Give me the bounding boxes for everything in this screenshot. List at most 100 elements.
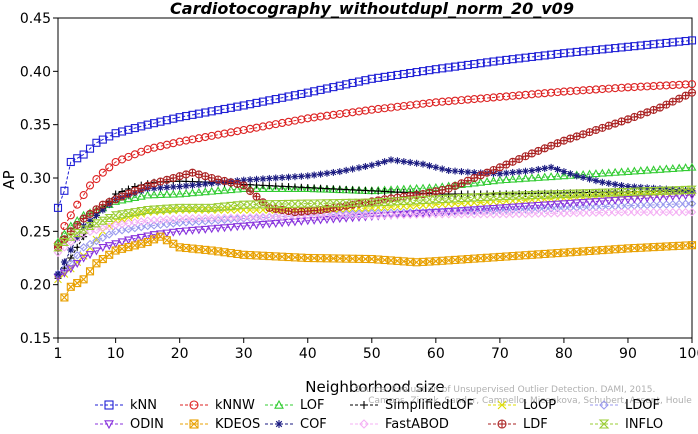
data-point [117,238,127,247]
data-point [463,255,472,264]
data-point [188,110,197,119]
chart-title: Cardiotocography_withoutdupl_norm_20_v09 [170,0,574,18]
data-point [586,175,594,183]
data-point [502,205,511,215]
legend-label: KDEOS [215,417,260,432]
data-point [514,191,524,200]
data-point [252,192,261,201]
data-point [572,247,581,256]
x-tick-label: 50 [363,346,381,362]
data-point [540,249,549,258]
data-point [585,85,594,94]
data-point [194,213,204,223]
data-point [623,244,633,253]
data-point [156,215,165,225]
legend-item-cof: COF [265,417,327,432]
data-point [687,199,697,208]
data-point [509,168,517,176]
data-point [374,187,382,195]
data-point [310,254,319,263]
data-point [246,187,255,196]
series-line [57,191,693,280]
data-point [233,179,242,189]
data-point [111,129,120,138]
data-point [168,228,178,237]
data-point [380,212,390,221]
data-point [668,81,677,90]
data-point [79,150,88,159]
data-point [508,203,518,212]
data-point [623,166,633,175]
legend-label: LOF [300,398,325,413]
data-point [610,188,620,197]
data-point [534,52,543,61]
data-point [283,199,294,208]
data-point [418,67,428,76]
series-inflo [53,185,697,252]
data-point [451,190,459,198]
data-point [156,190,165,198]
data-point [360,198,371,207]
data-point [400,158,408,166]
data-point [341,198,352,208]
data-point [599,400,609,410]
data-point [399,210,409,220]
data-point [559,87,568,96]
data-point [636,166,646,175]
data-point [546,190,556,199]
data-point [329,210,338,219]
data-point [316,254,325,263]
data-point [189,400,199,410]
data-point [463,60,472,69]
data-point [274,399,284,409]
data-point [655,39,665,48]
data-point [162,204,172,213]
data-point [111,240,121,249]
data-point [547,50,556,59]
data-point [431,98,440,107]
data-point [181,218,191,227]
data-point [412,258,421,267]
data-point [252,221,261,230]
data-point [457,168,465,176]
data-point [617,43,626,52]
data-point [476,94,485,103]
data-point [79,275,88,284]
data-point [553,49,562,58]
data-point [578,208,588,218]
data-point [258,200,268,209]
data-point [649,207,658,217]
data-point [297,172,305,180]
data-point [534,209,543,218]
data-point [450,194,460,203]
data-point [668,163,678,172]
data-point [290,253,299,262]
data-point [515,251,524,260]
legend-item-kdeos: KDEOS [180,417,260,432]
data-point [60,186,69,195]
data-point [98,216,108,225]
data-point [233,102,242,111]
data-point [379,197,390,206]
data-point [334,199,345,208]
data-point [514,209,524,219]
data-point [92,259,101,268]
data-point [271,184,281,193]
data-point [315,199,326,208]
data-point [495,205,505,215]
data-point [497,400,507,410]
data-point [367,74,376,83]
data-point [386,71,396,80]
data-point [207,107,216,116]
data-point [258,184,268,193]
data-point [598,45,607,54]
data-point [406,68,415,78]
data-point [60,293,69,302]
data-point [438,64,447,73]
data-point [354,211,364,220]
data-point [438,185,447,195]
data-point [508,209,517,219]
data-point [508,55,517,64]
data-point [303,217,313,226]
data-point [105,250,114,259]
